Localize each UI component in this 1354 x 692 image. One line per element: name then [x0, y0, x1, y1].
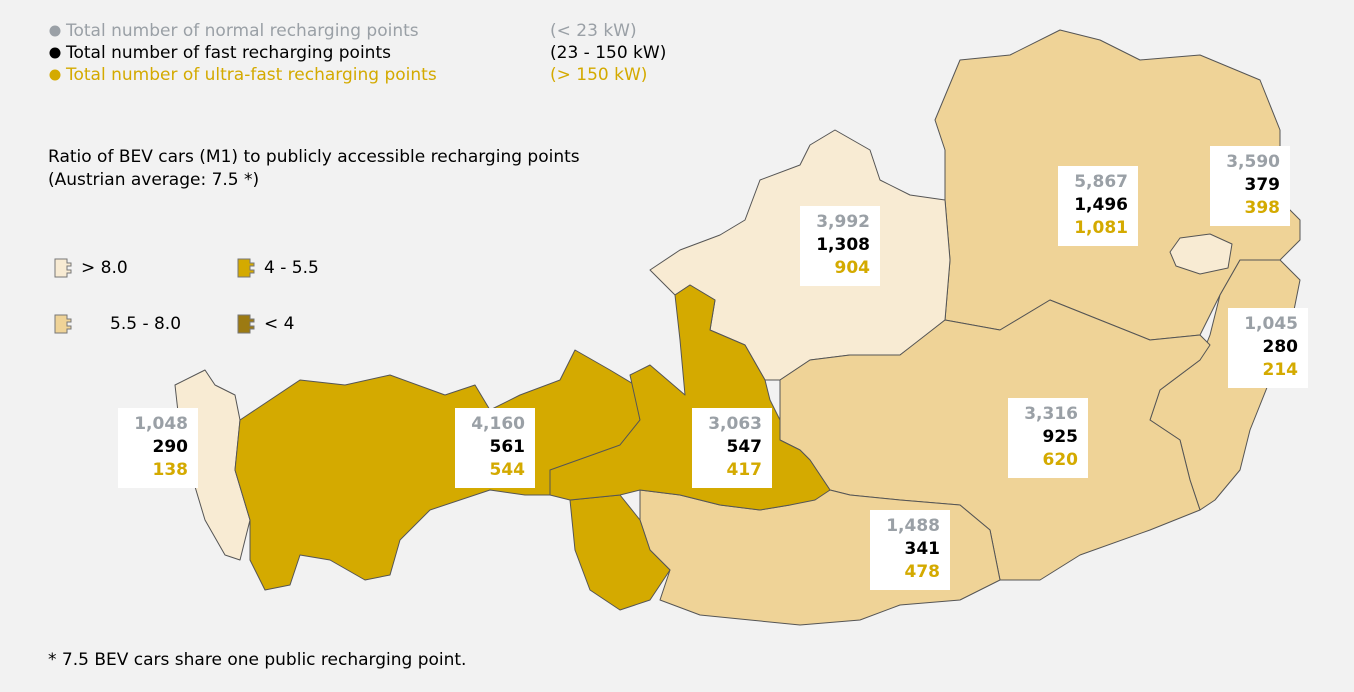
count-ultra: 417 [727, 460, 763, 480]
count-normal: 3,590 [1226, 152, 1280, 172]
region [1169, 233, 1233, 275]
legend-label: Total number of normal recharging points [65, 21, 419, 41]
count-normal: 4,160 [471, 414, 525, 434]
count-normal: 1,045 [1244, 314, 1298, 334]
count-fast: 1,496 [1074, 195, 1128, 215]
legend-label: Total number of fast recharging points [65, 43, 391, 63]
count-ultra: 478 [905, 562, 941, 582]
class-icon [237, 258, 255, 278]
class-label: > 8.0 [81, 258, 128, 278]
class-label: < 4 [264, 314, 294, 334]
count-ultra: 544 [490, 460, 526, 480]
label-box [800, 206, 880, 286]
class-icon [54, 258, 72, 278]
count-ultra: 904 [835, 258, 871, 278]
class-icon [54, 314, 72, 334]
count-normal: 3,316 [1024, 404, 1078, 424]
label-box [118, 408, 198, 488]
ratio-title: Ratio of BEV cars (M1) to publicly acces… [48, 147, 580, 167]
count-ultra: 398 [1245, 198, 1281, 218]
count-fast: 379 [1245, 175, 1281, 195]
label-box [455, 408, 535, 488]
count-normal: 5,867 [1074, 172, 1128, 192]
count-fast: 547 [727, 437, 763, 457]
ratio-subtitle: (Austrian average: 7.5 *) [48, 170, 259, 190]
count-fast: 280 [1263, 337, 1299, 357]
class-label: 4 - 5.5 [264, 258, 319, 278]
legend-label: Total number of ultra-fast recharging po… [65, 65, 437, 85]
count-fast: 561 [490, 437, 526, 457]
class-icon [237, 314, 255, 334]
legend-dot [49, 69, 61, 81]
count-fast: 925 [1043, 427, 1079, 447]
count-fast: 290 [153, 437, 189, 457]
count-ultra: 620 [1043, 450, 1079, 470]
region [569, 494, 671, 611]
count-fast: 341 [905, 539, 941, 559]
count-ultra: 1,081 [1074, 218, 1128, 238]
label-box [692, 408, 772, 488]
legend-range: (> 150 kW) [550, 65, 647, 85]
count-ultra: 138 [153, 460, 189, 480]
count-normal: 1,488 [886, 516, 940, 536]
count-normal: 1,048 [134, 414, 188, 434]
count-fast: 1,308 [816, 235, 870, 255]
legend-dot [49, 47, 61, 59]
footnote: * 7.5 BEV cars share one public rechargi… [48, 650, 466, 670]
class-label: 5.5 - 8.0 [110, 314, 181, 334]
count-normal: 3,063 [708, 414, 762, 434]
labels: 1,048 290 138 4,160 561 544 3,063 547 417 3,992 1,… [118, 146, 1308, 590]
legend-dot [49, 25, 61, 37]
label-box [1210, 146, 1290, 226]
legend-range: (< 23 kW) [550, 21, 637, 41]
count-ultra: 214 [1263, 360, 1299, 380]
count-normal: 3,992 [816, 212, 870, 232]
label-box [1008, 398, 1088, 478]
legend: Total number of normal recharging points… [49, 21, 666, 334]
legend-range: (23 - 150 kW) [550, 43, 666, 63]
label-box [1228, 308, 1308, 388]
label-box [1058, 166, 1138, 246]
label-box [870, 510, 950, 590]
